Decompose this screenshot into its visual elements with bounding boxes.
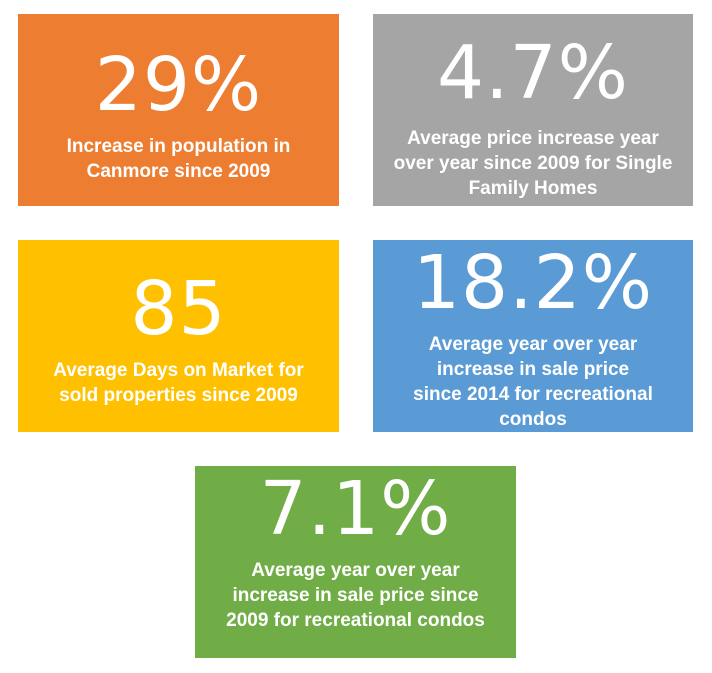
stat-tile-condo-price-2009: 7.1% Average year over year increase in …	[195, 466, 516, 658]
stat-description: Average price increase year over year si…	[393, 128, 673, 199]
stat-description: Average Days on Market for sold properti…	[53, 360, 304, 406]
stat-value: 18.2%	[412, 240, 654, 326]
stat-value: 4.7%	[437, 30, 629, 116]
stat-description: Average year over year increase in sale …	[226, 560, 485, 631]
stat-tile-single-family-price: 4.7% Average price increase year over ye…	[373, 14, 693, 206]
stat-description: Increase in population in Canmore since …	[66, 136, 291, 182]
stat-tile-days-on-market: 85 Average Days on Market for sold prope…	[18, 240, 339, 432]
stat-value: 7.1%	[259, 466, 452, 552]
stat-description: Average year over year increase in sale …	[413, 334, 653, 430]
stat-value: 29%	[94, 42, 263, 128]
stat-tile-population: 29% Increase in population in Canmore si…	[18, 14, 339, 206]
stat-tile-condo-price-2014: 18.2% Average year over year increase in…	[373, 240, 693, 432]
stat-value: 85	[130, 266, 227, 352]
